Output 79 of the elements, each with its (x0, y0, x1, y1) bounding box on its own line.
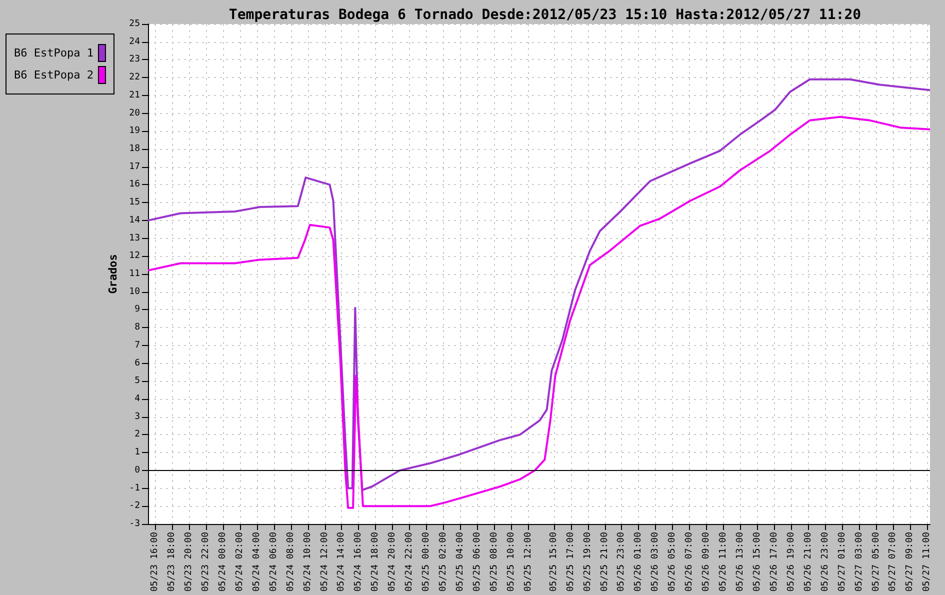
x-tick-label: 05/25 02:00 (438, 532, 449, 592)
y-tick-label: 6 (134, 358, 140, 368)
y-tick-label: 17 (129, 162, 140, 172)
y-tick-label: 24 (129, 36, 140, 47)
x-tick-label: 05/25 21:00 (600, 532, 610, 592)
x-tick-label: 05/25 00:00 (422, 532, 432, 592)
y-tick-label: 1 (134, 448, 140, 458)
x-tick-label: 05/23 16:00 (150, 532, 160, 592)
chart-title: Temperaturas Bodega 6 Tornado Desde:2012/05/23 15:10 Hasta:2012/05/27 11:20 (228, 7, 862, 23)
y-tick-label: -3 (129, 519, 140, 529)
x-tick-label: 05/27 03:00 (854, 532, 864, 592)
x-tick-label: 05/27 05:00 (871, 532, 882, 592)
y-axis-title: Grados (106, 254, 120, 294)
x-tick-label: 05/23 22:00 (200, 532, 211, 592)
y-tick-label: 12 (129, 251, 140, 262)
x-tick-label: 05/24 08:00 (286, 532, 296, 592)
x-tick-label: 05/26 21:00 (803, 532, 814, 592)
x-tick-label: 05/25 06:00 (472, 532, 482, 592)
y-tick-label: 0 (134, 465, 140, 476)
legend-label: B6 EstPopa 2 (14, 68, 94, 82)
x-tick-label: 05/26 17:00 (769, 532, 780, 592)
y-tick-label: -1 (129, 483, 140, 494)
x-tick-label: 05/27 01:00 (837, 532, 848, 592)
x-tick-label: 05/23 20:00 (184, 532, 194, 592)
x-tick-label: 05/24 04:00 (252, 532, 262, 592)
x-tick-label: 05/26 05:00 (668, 532, 678, 592)
y-tick-label: 25 (129, 19, 140, 29)
x-tick-label: 05/26 07:00 (684, 532, 695, 592)
y-tick-label: 20 (129, 108, 140, 118)
y-tick-label: 21 (129, 90, 140, 100)
x-tick-label: 05/24 06:00 (268, 532, 279, 592)
x-tick-label: 05/27 09:00 (905, 532, 916, 592)
y-tick-label: 5 (134, 376, 140, 386)
x-tick-label: 05/25 08:00 (489, 532, 500, 592)
x-tick-label: 05/26 01:00 (634, 532, 644, 592)
x-tick-label: 05/26 19:00 (786, 532, 796, 592)
x-tick-label: 05/24 14:00 (336, 532, 347, 592)
y-tick-label: 18 (129, 144, 140, 154)
x-tick-label: 05/26 15:00 (752, 532, 762, 592)
x-tick-label: 05/25 17:00 (566, 532, 576, 592)
y-tick-label: 9 (134, 304, 140, 315)
y-tick-label: -2 (129, 501, 140, 512)
x-tick-label: 05/24 02:00 (234, 532, 245, 592)
x-tick-label: 05/24 10:00 (302, 532, 313, 592)
x-tick-label: 05/27 07:00 (888, 532, 898, 592)
y-tick-label: 15 (129, 198, 140, 208)
y-tick-label: 3 (134, 412, 140, 422)
x-tick-label: 05/25 12:00 (523, 532, 534, 592)
x-tick-label: 05/26 23:00 (820, 532, 830, 592)
x-tick-label: 05/24 12:00 (320, 532, 330, 592)
y-tick-label: 10 (129, 286, 140, 297)
y-tick-label: 23 (129, 54, 140, 65)
y-tick-label: 8 (134, 322, 140, 333)
x-tick-label: 05/25 04:00 (456, 532, 466, 592)
y-tick-label: 16 (129, 180, 140, 190)
y-tick-label: 14 (129, 215, 140, 226)
y-tick-label: 2 (134, 430, 140, 440)
y-tick-label: 4 (134, 394, 140, 404)
x-tick-label: 05/26 13:00 (736, 532, 746, 592)
x-tick-label: 05/24 20:00 (388, 532, 398, 592)
x-tick-label: 05/25 19:00 (582, 532, 593, 592)
x-tick-label: 05/26 03:00 (650, 532, 661, 592)
x-tick-label: 05/27 11:00 (922, 532, 932, 592)
y-tick-label: 19 (129, 126, 140, 136)
x-tick-label: 05/23 18:00 (167, 532, 178, 592)
y-tick-label: 7 (134, 340, 140, 350)
x-tick-label: 05/24 22:00 (404, 532, 415, 592)
y-tick-label: 11 (129, 269, 140, 279)
x-tick-label: 05/24 18:00 (370, 532, 381, 592)
x-tick-label: 05/26 11:00 (718, 532, 729, 592)
legend-label: B6 EstPopa 1 (14, 46, 94, 60)
x-tick-label: 05/25 23:00 (616, 532, 627, 592)
y-tick-label: 13 (129, 233, 140, 244)
y-tick-label: 22 (129, 72, 140, 83)
x-tick-label: 05/24 16:00 (354, 532, 364, 592)
x-tick-label: 05/25 10:00 (506, 532, 516, 592)
x-tick-label: 05/26 09:00 (702, 532, 712, 592)
x-tick-label: 05/24 00:00 (218, 532, 228, 592)
x-tick-label: 05/25 15:00 (548, 532, 559, 592)
